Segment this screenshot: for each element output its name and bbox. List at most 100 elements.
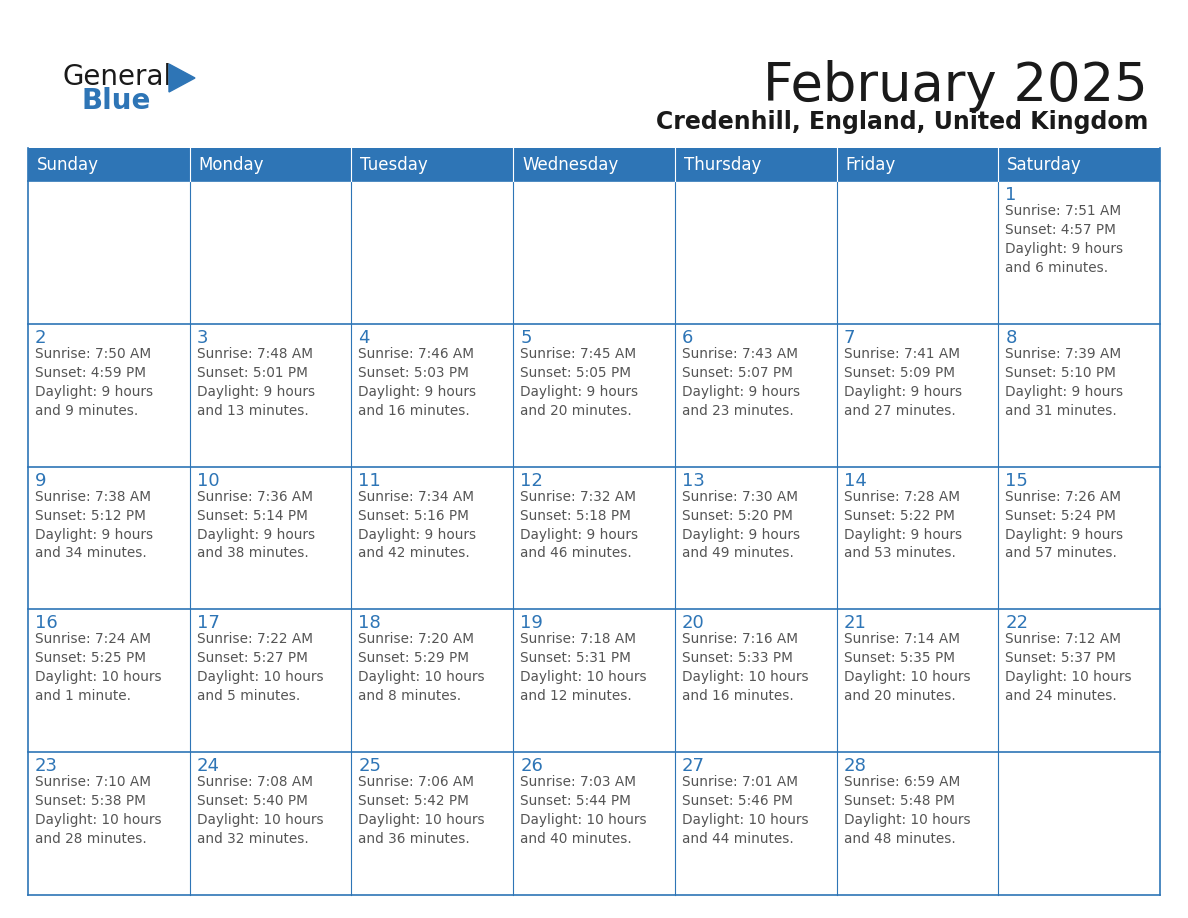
Text: 8: 8 <box>1005 329 1017 347</box>
Text: 22: 22 <box>1005 614 1029 633</box>
Bar <box>190 181 352 324</box>
Bar <box>190 466 352 610</box>
Text: 18: 18 <box>359 614 381 633</box>
Bar <box>675 466 836 610</box>
Bar <box>190 324 352 466</box>
Text: Thursday: Thursday <box>684 155 762 174</box>
Text: Sunrise: 7:48 AM
Sunset: 5:01 PM
Daylight: 9 hours
and 13 minutes.: Sunrise: 7:48 AM Sunset: 5:01 PM Dayligh… <box>197 347 315 418</box>
Bar <box>513 324 675 466</box>
Text: 9: 9 <box>34 472 46 489</box>
Bar <box>29 324 190 466</box>
Bar <box>675 752 836 895</box>
Bar <box>998 181 1159 324</box>
Bar <box>513 181 675 324</box>
Bar <box>190 752 352 895</box>
Bar <box>352 181 513 324</box>
Text: 6: 6 <box>682 329 694 347</box>
Bar <box>29 181 190 324</box>
Bar <box>836 752 998 895</box>
Text: 3: 3 <box>197 329 208 347</box>
Text: Friday: Friday <box>846 155 896 174</box>
Text: 11: 11 <box>359 472 381 489</box>
Text: February 2025: February 2025 <box>763 60 1148 112</box>
Bar <box>836 181 998 324</box>
Text: Sunrise: 7:24 AM
Sunset: 5:25 PM
Daylight: 10 hours
and 1 minute.: Sunrise: 7:24 AM Sunset: 5:25 PM Dayligh… <box>34 633 162 703</box>
Bar <box>836 466 998 610</box>
Text: Sunrise: 7:41 AM
Sunset: 5:09 PM
Daylight: 9 hours
and 27 minutes.: Sunrise: 7:41 AM Sunset: 5:09 PM Dayligh… <box>843 347 962 418</box>
Text: Wednesday: Wednesday <box>523 155 619 174</box>
Text: Sunrise: 7:50 AM
Sunset: 4:59 PM
Daylight: 9 hours
and 9 minutes.: Sunrise: 7:50 AM Sunset: 4:59 PM Dayligh… <box>34 347 153 418</box>
Bar <box>352 466 513 610</box>
Text: 20: 20 <box>682 614 704 633</box>
Text: Sunrise: 7:34 AM
Sunset: 5:16 PM
Daylight: 9 hours
and 42 minutes.: Sunrise: 7:34 AM Sunset: 5:16 PM Dayligh… <box>359 489 476 561</box>
Text: 2: 2 <box>34 329 46 347</box>
Bar <box>513 752 675 895</box>
Text: Saturday: Saturday <box>1007 155 1082 174</box>
Text: 4: 4 <box>359 329 369 347</box>
Text: 23: 23 <box>34 757 58 775</box>
Bar <box>352 752 513 895</box>
Text: Sunrise: 7:12 AM
Sunset: 5:37 PM
Daylight: 10 hours
and 24 minutes.: Sunrise: 7:12 AM Sunset: 5:37 PM Dayligh… <box>1005 633 1132 703</box>
Text: Sunrise: 7:16 AM
Sunset: 5:33 PM
Daylight: 10 hours
and 16 minutes.: Sunrise: 7:16 AM Sunset: 5:33 PM Dayligh… <box>682 633 809 703</box>
Text: Sunrise: 7:36 AM
Sunset: 5:14 PM
Daylight: 9 hours
and 38 minutes.: Sunrise: 7:36 AM Sunset: 5:14 PM Dayligh… <box>197 489 315 561</box>
Text: Sunrise: 7:14 AM
Sunset: 5:35 PM
Daylight: 10 hours
and 20 minutes.: Sunrise: 7:14 AM Sunset: 5:35 PM Dayligh… <box>843 633 971 703</box>
Text: Monday: Monday <box>198 155 264 174</box>
Text: 21: 21 <box>843 614 866 633</box>
Text: Sunrise: 7:32 AM
Sunset: 5:18 PM
Daylight: 9 hours
and 46 minutes.: Sunrise: 7:32 AM Sunset: 5:18 PM Dayligh… <box>520 489 638 561</box>
Bar <box>29 466 190 610</box>
Bar <box>513 466 675 610</box>
Text: Sunrise: 7:01 AM
Sunset: 5:46 PM
Daylight: 10 hours
and 44 minutes.: Sunrise: 7:01 AM Sunset: 5:46 PM Dayligh… <box>682 775 809 846</box>
Text: Sunrise: 7:46 AM
Sunset: 5:03 PM
Daylight: 9 hours
and 16 minutes.: Sunrise: 7:46 AM Sunset: 5:03 PM Dayligh… <box>359 347 476 418</box>
Text: Sunday: Sunday <box>37 155 99 174</box>
Text: Sunrise: 7:51 AM
Sunset: 4:57 PM
Daylight: 9 hours
and 6 minutes.: Sunrise: 7:51 AM Sunset: 4:57 PM Dayligh… <box>1005 204 1124 274</box>
Text: 27: 27 <box>682 757 704 775</box>
Text: 16: 16 <box>34 614 58 633</box>
Bar <box>352 610 513 752</box>
Text: 26: 26 <box>520 757 543 775</box>
Text: Sunrise: 7:18 AM
Sunset: 5:31 PM
Daylight: 10 hours
and 12 minutes.: Sunrise: 7:18 AM Sunset: 5:31 PM Dayligh… <box>520 633 646 703</box>
Bar <box>352 324 513 466</box>
Bar <box>998 610 1159 752</box>
Text: 10: 10 <box>197 472 220 489</box>
Text: Credenhill, England, United Kingdom: Credenhill, England, United Kingdom <box>656 110 1148 134</box>
Text: Sunrise: 7:39 AM
Sunset: 5:10 PM
Daylight: 9 hours
and 31 minutes.: Sunrise: 7:39 AM Sunset: 5:10 PM Dayligh… <box>1005 347 1124 418</box>
Text: Sunrise: 7:20 AM
Sunset: 5:29 PM
Daylight: 10 hours
and 8 minutes.: Sunrise: 7:20 AM Sunset: 5:29 PM Dayligh… <box>359 633 485 703</box>
Text: Sunrise: 7:22 AM
Sunset: 5:27 PM
Daylight: 10 hours
and 5 minutes.: Sunrise: 7:22 AM Sunset: 5:27 PM Dayligh… <box>197 633 323 703</box>
Text: General: General <box>62 63 171 91</box>
Text: Tuesday: Tuesday <box>360 155 428 174</box>
Text: Sunrise: 7:28 AM
Sunset: 5:22 PM
Daylight: 9 hours
and 53 minutes.: Sunrise: 7:28 AM Sunset: 5:22 PM Dayligh… <box>843 489 962 561</box>
Text: 5: 5 <box>520 329 532 347</box>
Bar <box>675 610 836 752</box>
Text: Sunrise: 7:30 AM
Sunset: 5:20 PM
Daylight: 9 hours
and 49 minutes.: Sunrise: 7:30 AM Sunset: 5:20 PM Dayligh… <box>682 489 800 561</box>
Bar <box>513 610 675 752</box>
Bar <box>998 466 1159 610</box>
Text: 14: 14 <box>843 472 866 489</box>
Bar <box>29 752 190 895</box>
Bar <box>29 610 190 752</box>
Bar <box>675 324 836 466</box>
Bar <box>29 148 1159 181</box>
Text: Sunrise: 7:45 AM
Sunset: 5:05 PM
Daylight: 9 hours
and 20 minutes.: Sunrise: 7:45 AM Sunset: 5:05 PM Dayligh… <box>520 347 638 418</box>
Text: 28: 28 <box>843 757 866 775</box>
Text: Sunrise: 7:03 AM
Sunset: 5:44 PM
Daylight: 10 hours
and 40 minutes.: Sunrise: 7:03 AM Sunset: 5:44 PM Dayligh… <box>520 775 646 846</box>
Polygon shape <box>169 64 195 92</box>
Bar <box>836 610 998 752</box>
Text: 19: 19 <box>520 614 543 633</box>
Bar <box>998 752 1159 895</box>
Text: 25: 25 <box>359 757 381 775</box>
Text: 17: 17 <box>197 614 220 633</box>
Text: 7: 7 <box>843 329 855 347</box>
Text: 12: 12 <box>520 472 543 489</box>
Bar <box>998 324 1159 466</box>
Text: Sunrise: 7:06 AM
Sunset: 5:42 PM
Daylight: 10 hours
and 36 minutes.: Sunrise: 7:06 AM Sunset: 5:42 PM Dayligh… <box>359 775 485 846</box>
Text: Sunrise: 6:59 AM
Sunset: 5:48 PM
Daylight: 10 hours
and 48 minutes.: Sunrise: 6:59 AM Sunset: 5:48 PM Dayligh… <box>843 775 971 846</box>
Text: Blue: Blue <box>82 87 151 115</box>
Text: Sunrise: 7:26 AM
Sunset: 5:24 PM
Daylight: 9 hours
and 57 minutes.: Sunrise: 7:26 AM Sunset: 5:24 PM Dayligh… <box>1005 489 1124 561</box>
Text: Sunrise: 7:10 AM
Sunset: 5:38 PM
Daylight: 10 hours
and 28 minutes.: Sunrise: 7:10 AM Sunset: 5:38 PM Dayligh… <box>34 775 162 846</box>
Text: 15: 15 <box>1005 472 1028 489</box>
Bar <box>190 610 352 752</box>
Text: 24: 24 <box>197 757 220 775</box>
Text: Sunrise: 7:43 AM
Sunset: 5:07 PM
Daylight: 9 hours
and 23 minutes.: Sunrise: 7:43 AM Sunset: 5:07 PM Dayligh… <box>682 347 800 418</box>
Text: Sunrise: 7:38 AM
Sunset: 5:12 PM
Daylight: 9 hours
and 34 minutes.: Sunrise: 7:38 AM Sunset: 5:12 PM Dayligh… <box>34 489 153 561</box>
Text: Sunrise: 7:08 AM
Sunset: 5:40 PM
Daylight: 10 hours
and 32 minutes.: Sunrise: 7:08 AM Sunset: 5:40 PM Dayligh… <box>197 775 323 846</box>
